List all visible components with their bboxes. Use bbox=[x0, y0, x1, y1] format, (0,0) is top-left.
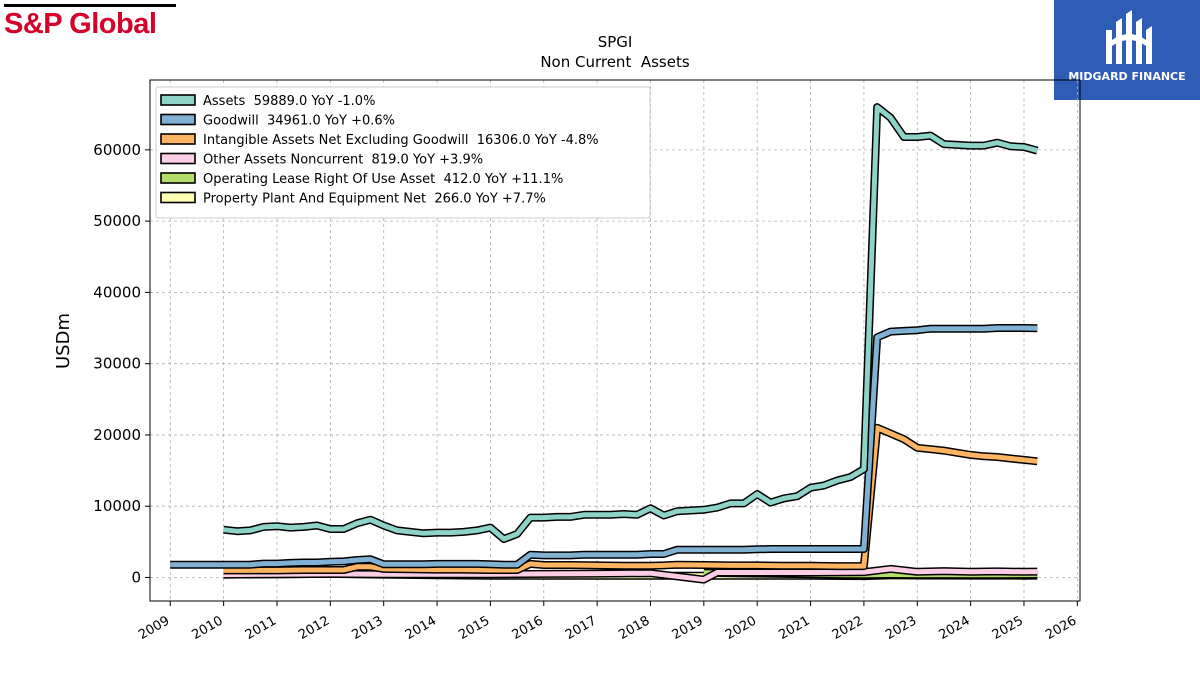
legend-swatch bbox=[160, 172, 196, 184]
x-tick-label: 2013 bbox=[350, 613, 386, 643]
y-tick-label: 30000 bbox=[93, 355, 141, 373]
y-tick-label: 20000 bbox=[93, 426, 141, 444]
y-tick-label: 0 bbox=[131, 568, 141, 586]
x-tick-label: 2026 bbox=[1043, 613, 1079, 643]
chart-title: SPGI bbox=[598, 33, 633, 51]
series-line bbox=[223, 104, 1038, 542]
legend-swatch bbox=[160, 191, 196, 204]
legend-label: Assets 59889.0 YoY -1.0% bbox=[203, 94, 375, 109]
brand-name: S&P Global bbox=[4, 8, 157, 40]
y-axis-ticks: 0 10000 20000 30000 40000 50000 60000 bbox=[93, 141, 150, 586]
legend-swatch bbox=[160, 94, 196, 106]
y-tick-label: 60000 bbox=[93, 141, 141, 159]
x-tick-label: 2025 bbox=[990, 613, 1026, 643]
y-axis-label: USDm bbox=[53, 313, 74, 369]
midgard-badge-text: MIDGARD FINANCE bbox=[1068, 70, 1186, 83]
legend: Assets 59889.0 YoY -1.0% Goodwill 34961.0… bbox=[155, 86, 651, 219]
legend-label: Other Assets Noncurrent 819.0 YoY +3.9% bbox=[203, 153, 483, 168]
brand-logo-bar bbox=[4, 4, 176, 7]
plot-frame bbox=[149, 79, 1081, 602]
y-tick-label: 50000 bbox=[93, 212, 141, 230]
legend-label: Operating Lease Right Of Use Asset 412.0… bbox=[203, 172, 563, 187]
legend-label: Property Plant And Equipment Net 266.0 Y… bbox=[203, 192, 546, 207]
legend-label: Goodwill 34961.0 YoY +0.6% bbox=[203, 114, 395, 129]
series-line bbox=[170, 325, 1038, 568]
x-tick-label: 2011 bbox=[243, 613, 279, 643]
y-tick-label: 40000 bbox=[93, 283, 141, 301]
x-tick-label: 2016 bbox=[510, 613, 546, 643]
x-tick-label: 2010 bbox=[189, 613, 225, 643]
x-tick-label: 2017 bbox=[563, 613, 599, 643]
x-tick-label: 2024 bbox=[936, 613, 972, 643]
x-tick-label: 2014 bbox=[403, 613, 439, 643]
x-tick-label: 2022 bbox=[830, 613, 866, 643]
brand-logo: S&P Global bbox=[4, 4, 176, 41]
series-line bbox=[223, 425, 1038, 573]
midgard-logo-icon bbox=[1106, 10, 1152, 64]
legend-swatch bbox=[160, 152, 196, 165]
x-tick-label: 2020 bbox=[723, 613, 759, 643]
y-tick-label: 10000 bbox=[93, 497, 141, 515]
x-tick-label: 2019 bbox=[670, 613, 706, 643]
chart-subtitle: Non Current Assets bbox=[540, 53, 690, 71]
x-axis-ticks: 2009 2010 2011 2012 2013 2014 2015 2016 2017 2018… bbox=[136, 601, 1079, 643]
legend-label: Intangible Assets Net Excluding Goodwill… bbox=[203, 133, 599, 148]
legend-box bbox=[155, 86, 651, 219]
series-lines bbox=[170, 103, 1039, 584]
x-tick-label: 2012 bbox=[296, 613, 332, 643]
midgard-badge: MIDGARD FINANCE bbox=[1054, 0, 1200, 100]
x-tick-label: 2009 bbox=[136, 613, 172, 643]
series-line bbox=[223, 566, 1038, 583]
x-tick-label: 2015 bbox=[456, 613, 492, 643]
legend-swatch bbox=[160, 133, 196, 145]
x-tick-label: 2021 bbox=[776, 613, 812, 643]
x-tick-label: 2018 bbox=[616, 613, 652, 643]
legend-swatch bbox=[160, 113, 196, 126]
x-tick-label: 2023 bbox=[883, 613, 919, 643]
